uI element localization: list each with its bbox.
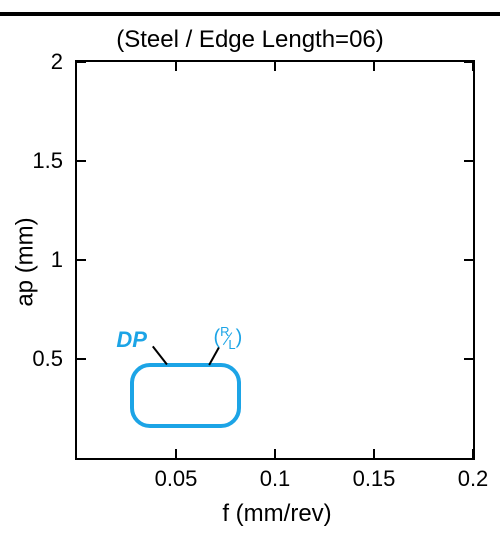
y-tick-mark xyxy=(76,259,86,261)
chart-title: (Steel / Edge Length=06) xyxy=(0,26,500,54)
y-tick-mark xyxy=(76,61,86,63)
y-tick-mark xyxy=(464,160,474,162)
dp-envelope xyxy=(130,363,241,428)
x-tick-label: 0.2 xyxy=(458,466,489,492)
y-tick-mark xyxy=(76,358,86,360)
x-tick-mark xyxy=(373,61,375,71)
y-tick-label: 1 xyxy=(51,247,63,273)
y-axis-label: ap (mm) xyxy=(14,62,38,462)
top-rule xyxy=(0,12,500,16)
y-tick-mark xyxy=(464,61,474,63)
x-tick-mark xyxy=(274,61,276,71)
x-tick-mark xyxy=(472,449,474,459)
x-tick-mark xyxy=(175,449,177,459)
x-tick-mark xyxy=(175,61,177,71)
label-dp: DP xyxy=(116,327,147,353)
x-tick-label: 0.15 xyxy=(353,466,396,492)
plot-area: ap (mm) f (mm/rev) DP (RL) 0.050.10.150.… xyxy=(75,60,475,460)
x-tick-label: 0.05 xyxy=(155,466,198,492)
page: (Steel / Edge Length=06) ap (mm) f (mm/r… xyxy=(0,0,500,552)
y-tick-mark xyxy=(76,160,86,162)
x-tick-mark xyxy=(274,449,276,459)
x-tick-label: 0.1 xyxy=(260,466,291,492)
y-tick-label: 2 xyxy=(51,49,63,75)
fraction-icon: RL xyxy=(220,325,235,351)
y-tick-mark xyxy=(464,259,474,261)
x-tick-mark xyxy=(373,449,375,459)
y-tick-mark xyxy=(464,358,474,360)
y-tick-label: 0.5 xyxy=(32,346,63,372)
y-tick-label: 1.5 xyxy=(32,148,63,174)
x-axis-label: f (mm/rev) xyxy=(77,500,477,528)
